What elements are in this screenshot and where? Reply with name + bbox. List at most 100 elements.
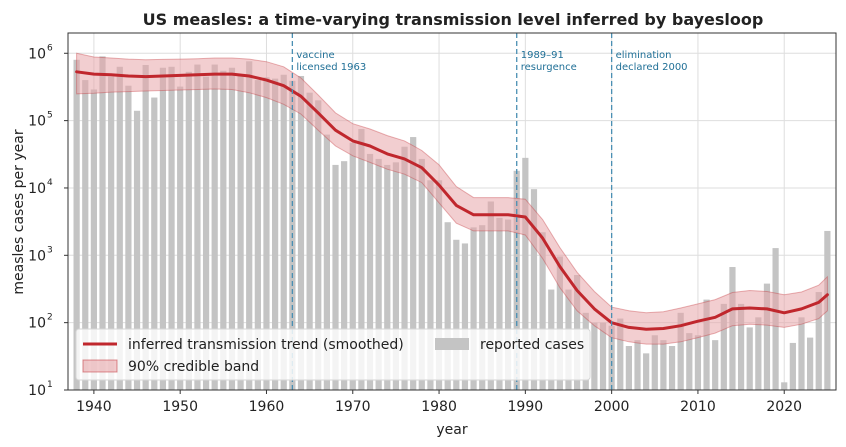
bar	[116, 66, 123, 391]
bar	[729, 267, 736, 390]
x-tick-label: 1940	[76, 399, 112, 415]
bar	[686, 333, 693, 390]
bar	[694, 335, 702, 390]
bar	[617, 318, 624, 390]
bar	[168, 66, 175, 391]
bar	[323, 134, 330, 390]
bar	[82, 80, 89, 390]
bar	[384, 164, 391, 390]
bar	[177, 86, 184, 390]
bar	[254, 80, 261, 390]
x-tick-label: 2020	[766, 399, 802, 415]
bar	[90, 89, 97, 390]
bar	[159, 67, 167, 390]
bar	[194, 64, 201, 391]
bar	[504, 219, 512, 390]
bar	[151, 97, 158, 390]
bar	[185, 71, 192, 390]
x-axis-ticks: 1940 1950 1960 1970 1980 1990 2000 2010 2020	[76, 390, 802, 415]
bar	[591, 322, 598, 390]
bar	[392, 162, 400, 390]
x-tick-label: 1950	[162, 399, 198, 415]
bar	[453, 239, 460, 390]
bar	[108, 76, 115, 390]
y-tick-label: 10	[28, 114, 46, 130]
bar	[125, 85, 132, 391]
bar	[435, 180, 443, 390]
bar	[798, 317, 805, 390]
x-tick-label: 2000	[594, 399, 630, 415]
bar	[418, 158, 425, 390]
bar	[358, 129, 365, 390]
bar	[427, 180, 434, 390]
bar	[556, 256, 563, 390]
trend-line-path	[75, 70, 829, 331]
bar	[513, 170, 520, 390]
bar	[263, 77, 270, 390]
legend-label-bars: reported cases	[480, 337, 584, 353]
bar	[297, 75, 305, 391]
bar	[677, 312, 684, 390]
y-tick-exponent: 4	[47, 178, 53, 188]
bar	[781, 382, 788, 390]
bar	[366, 153, 374, 390]
y-tick-label: 10	[28, 248, 46, 264]
bar	[237, 74, 244, 391]
bar	[410, 137, 417, 390]
bar	[530, 189, 538, 390]
bar	[755, 317, 762, 390]
legend-label-trend: inferred transmission trend (smoothed)	[128, 337, 404, 353]
bar	[479, 225, 486, 390]
bar	[599, 322, 607, 390]
bar	[142, 64, 149, 390]
bar	[815, 292, 822, 390]
bar	[807, 337, 814, 390]
bar	[720, 303, 727, 390]
bar	[401, 146, 408, 390]
bar	[228, 67, 236, 390]
legend-swatch-band	[82, 359, 118, 373]
bar	[349, 142, 356, 390]
bar	[315, 100, 322, 391]
bar	[625, 346, 633, 390]
annotation-label: elimination	[616, 50, 672, 61]
y-tick-label: 10	[28, 316, 46, 332]
y-tick-exponent: 5	[47, 111, 53, 121]
bar	[99, 56, 106, 390]
bar	[220, 70, 227, 390]
x-tick-label: 1960	[249, 399, 285, 415]
bar	[668, 346, 676, 390]
bar	[712, 340, 719, 390]
bar	[246, 61, 253, 390]
bar	[280, 74, 287, 390]
bar	[375, 158, 382, 390]
y-tick-exponent: 3	[47, 245, 53, 255]
bar	[202, 76, 210, 390]
bar	[341, 161, 348, 390]
bar	[763, 283, 771, 390]
x-tick-label: 2010	[680, 399, 716, 415]
bar	[461, 243, 469, 390]
y-tick-label: 10	[28, 383, 46, 399]
annotation-label: 1989–91	[521, 50, 564, 61]
x-tick-label: 1990	[508, 399, 544, 415]
legend-label-band: 90% credible band	[128, 359, 259, 375]
y-tick-exponent: 6	[47, 43, 53, 53]
bar	[496, 217, 503, 390]
bar	[651, 335, 658, 390]
legend: inferred transmission trend (smoothed) 9…	[75, 328, 591, 381]
x-axis-label: year	[436, 422, 467, 438]
bar	[746, 327, 753, 390]
bar	[487, 201, 494, 390]
y-axis-label: measles cases per year	[11, 129, 27, 294]
x-tick-label: 1980	[421, 399, 457, 415]
annotation-label: declared 2000	[616, 62, 688, 73]
x-tick-label: 1970	[335, 399, 371, 415]
annotation-label: vaccine	[296, 50, 334, 61]
chart-title: US measles: a time-varying transmission …	[143, 10, 764, 29]
bar	[703, 299, 710, 390]
bar	[332, 164, 339, 390]
annotation-label: resurgence	[521, 62, 577, 73]
